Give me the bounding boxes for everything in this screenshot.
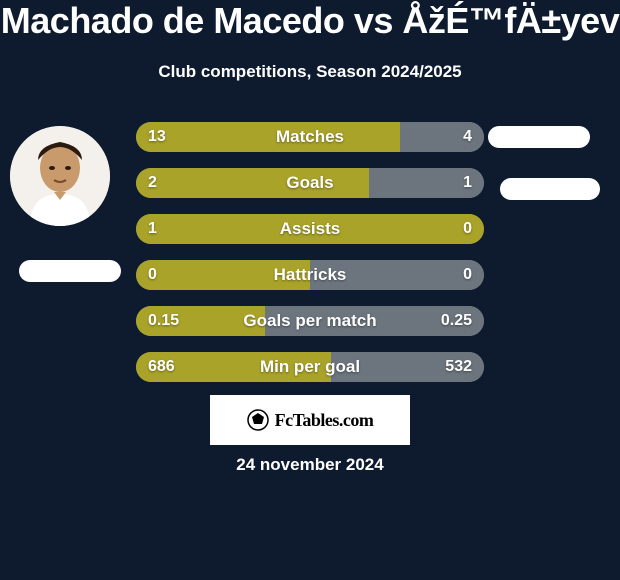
page-title: Machado de Macedo vs ÅžÉ™fÄ±yev [0, 0, 620, 42]
stat-fill-left [136, 352, 331, 382]
stat-fill-right [400, 122, 484, 152]
stat-row: Min per goal686532 [136, 352, 484, 382]
footer-date: 24 november 2024 [0, 455, 620, 475]
stat-row: Matches134 [136, 122, 484, 152]
player-right-name-pill [500, 178, 600, 200]
stat-fill-left [136, 214, 484, 244]
player-right-avatar-pill [488, 126, 590, 148]
stat-fill-right [369, 168, 484, 198]
stat-fill-left [136, 122, 400, 152]
stat-fill-left [136, 260, 310, 290]
brand-badge[interactable]: FcTables.com [210, 395, 410, 445]
stat-fill-left [136, 306, 265, 336]
brand-text: FcTables.com [275, 410, 374, 431]
stat-fill-right [331, 352, 484, 382]
avatar-placeholder-icon [10, 126, 110, 226]
comparison-canvas: Machado de Macedo vs ÅžÉ™fÄ±yev Club com… [0, 0, 620, 580]
stat-fill-left [136, 168, 369, 198]
stat-bars-container: Matches134 Goals21 Assists10 Hattricks00 Goa… [136, 122, 484, 398]
player-left-avatar [10, 126, 110, 226]
stat-row: Hattricks00 [136, 260, 484, 290]
player-left-name-pill [19, 260, 121, 282]
page-subtitle: Club competitions, Season 2024/2025 [0, 62, 620, 82]
stat-fill-right [265, 306, 484, 336]
stat-row: Goals21 [136, 168, 484, 198]
stat-row: Assists10 [136, 214, 484, 244]
brand-logo-icon [247, 409, 269, 431]
stat-fill-right [310, 260, 484, 290]
stat-row: Goals per match0.150.25 [136, 306, 484, 336]
